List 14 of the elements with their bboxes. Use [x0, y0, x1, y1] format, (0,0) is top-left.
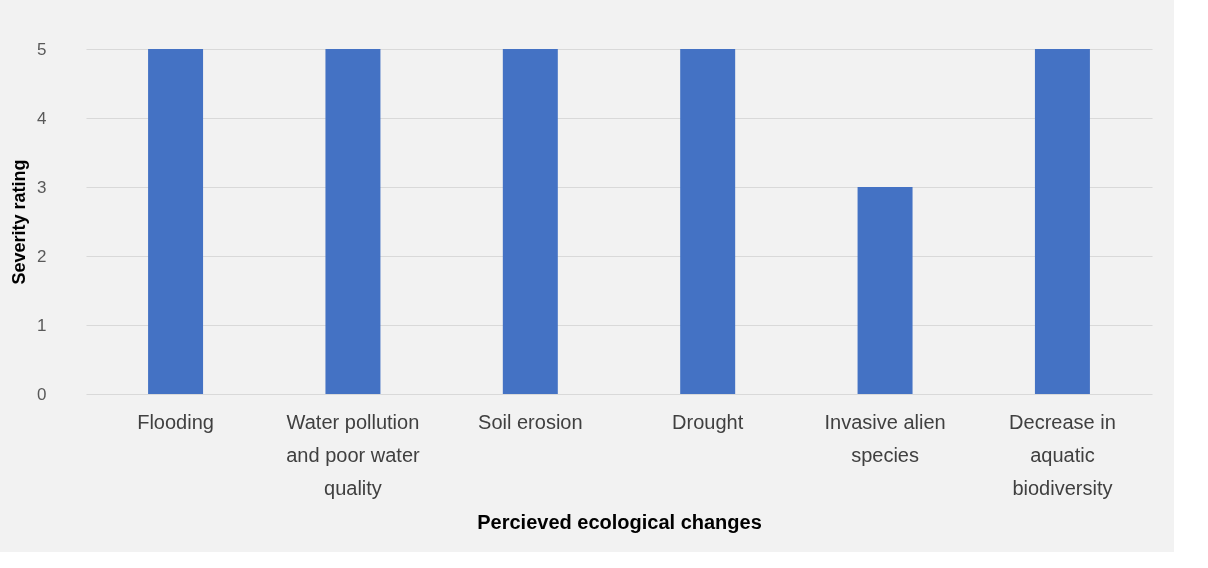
y-tick-label: 5 — [37, 39, 47, 59]
y-tick-label: 2 — [37, 246, 47, 266]
x-tick-label: Soil erosion — [478, 410, 583, 433]
x-tick-label: Invasive alien species — [824, 410, 946, 466]
x-tick-label: Water pollution and poor water quality — [286, 410, 420, 499]
y-axis-title: Severity rating — [9, 159, 30, 285]
y-tick-label: 1 — [37, 315, 47, 335]
y-tick-label: 3 — [37, 177, 47, 197]
x-tick-label: Flooding — [137, 410, 214, 433]
y-tick-label: 0 — [37, 384, 47, 404]
y-tick-label: 4 — [37, 108, 47, 128]
x-tick-label: Drought — [672, 410, 744, 433]
x-axis-title: Percieved ecological changes — [477, 510, 762, 533]
x-tick-label: Decrease in aquatic biodiversity — [1009, 410, 1116, 499]
